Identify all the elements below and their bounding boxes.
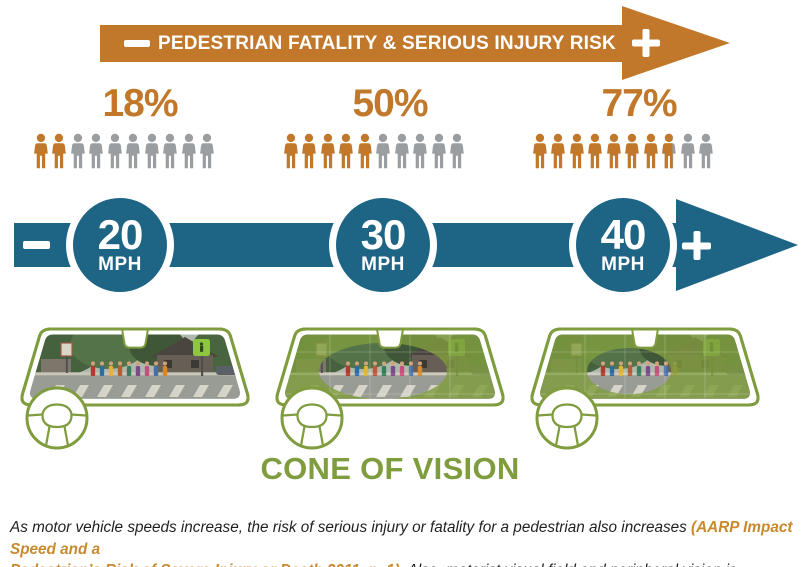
plus-icon xyxy=(632,29,660,57)
person-icon xyxy=(357,131,373,171)
cone-of-vision-title: CONE OF VISION xyxy=(260,451,520,486)
windshield-40mph xyxy=(515,316,775,456)
risk-percent: 18% xyxy=(102,82,178,125)
speed-badge-40mph: 40 MPH xyxy=(569,191,677,299)
risk-banner-bar xyxy=(100,25,624,62)
risk-group-40mph: 77% xyxy=(532,84,718,171)
person-icon xyxy=(431,131,447,171)
person-icon xyxy=(606,131,622,171)
caption-text: . Also, motorist visual field and periph… xyxy=(10,562,737,567)
person-icon xyxy=(125,131,141,171)
person-icon xyxy=(569,131,585,171)
person-icon xyxy=(301,131,317,171)
speed-value: 30 xyxy=(360,211,407,259)
risk-group-20mph: 18% xyxy=(33,84,219,171)
caption-citation: (AARP Impact Speed and a xyxy=(10,519,793,558)
people-pictograph xyxy=(283,131,469,171)
person-icon xyxy=(643,131,659,171)
caption: As motor vehicle speeds increase, the ri… xyxy=(10,517,796,567)
speed-unit: MPH xyxy=(601,253,645,275)
windshield-20mph xyxy=(5,316,265,456)
plus-icon xyxy=(682,231,711,260)
caption-line-1: As motor vehicle speeds increase, the ri… xyxy=(10,517,796,560)
person-icon xyxy=(70,131,86,171)
person-icon xyxy=(181,131,197,171)
person-icon xyxy=(107,131,123,171)
people-pictograph xyxy=(532,131,718,171)
person-icon xyxy=(587,131,603,171)
speed-unit: MPH xyxy=(361,253,405,275)
person-icon xyxy=(320,131,336,171)
speed-unit: MPH xyxy=(98,253,142,275)
risk-percent: 77% xyxy=(601,82,677,125)
minus-icon xyxy=(23,241,50,249)
person-icon xyxy=(680,131,696,171)
person-icon xyxy=(550,131,566,171)
person-icon xyxy=(338,131,354,171)
risk-banner-title: PEDESTRIAN FATALITY & SERIOUS INJURY RIS… xyxy=(158,33,616,54)
risk-group-30mph: 50% xyxy=(283,84,469,171)
person-icon xyxy=(412,131,428,171)
risk-percent: 50% xyxy=(352,82,428,125)
windshield-30mph xyxy=(260,316,520,456)
minus-icon xyxy=(124,40,150,47)
caption-text: As motor vehicle speeds increase, the ri… xyxy=(10,519,692,536)
person-icon xyxy=(698,131,714,171)
speed-value: 20 xyxy=(97,211,144,259)
person-icon xyxy=(144,131,160,171)
person-icon xyxy=(51,131,67,171)
person-icon xyxy=(624,131,640,171)
caption-line-2: Pedestrian’s Risk of Severe Injury or De… xyxy=(10,560,796,567)
person-icon xyxy=(33,131,49,171)
people-pictograph xyxy=(33,131,219,171)
speed-badge-20mph: 20 MPH xyxy=(66,191,174,299)
speed-value: 40 xyxy=(600,211,647,259)
person-icon xyxy=(375,131,391,171)
person-icon xyxy=(199,131,215,171)
person-icon xyxy=(532,131,548,171)
person-icon xyxy=(449,131,465,171)
speed-badge-30mph: 30 MPH xyxy=(329,191,437,299)
person-icon xyxy=(283,131,299,171)
caption-citation: Pedestrian’s Risk of Severe Injury or De… xyxy=(10,562,400,567)
person-icon xyxy=(394,131,410,171)
person-icon xyxy=(162,131,178,171)
person-icon xyxy=(88,131,104,171)
person-icon xyxy=(661,131,677,171)
